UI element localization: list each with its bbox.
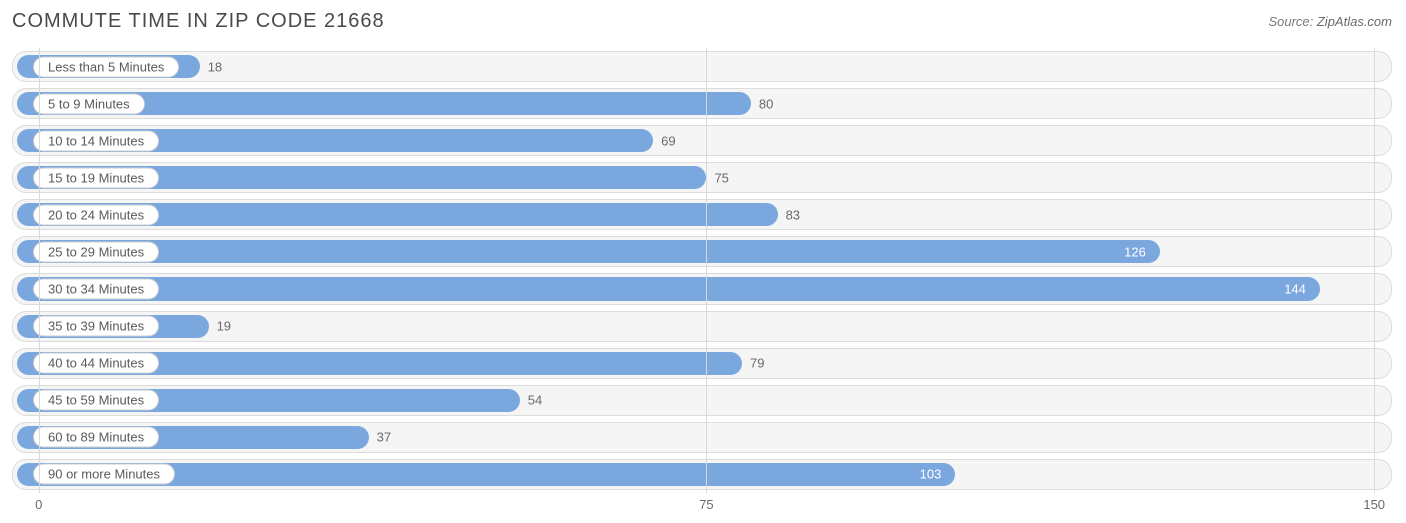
source-link[interactable]: ZipAtlas.com [1317, 14, 1392, 29]
value-label: 79 [750, 356, 764, 371]
category-label: 45 to 59 Minutes [33, 390, 159, 411]
bar-row: 25 to 29 Minutes 126 [12, 236, 1392, 267]
bar-row: 5 to 9 Minutes 80 [12, 88, 1392, 119]
bar-row: 30 to 34 Minutes 144 [12, 273, 1392, 304]
category-label: 60 to 89 Minutes [33, 427, 159, 448]
value-label: 19 [217, 319, 231, 334]
chart-plot-area: Less than 5 Minutes 18 5 to 9 Minutes 80 10 … [12, 48, 1392, 493]
value-label: 144 [1284, 282, 1306, 297]
bar-row: 20 to 24 Minutes 83 [12, 199, 1392, 230]
x-axis-tick-label: 75 [699, 497, 713, 512]
category-label: 20 to 24 Minutes [33, 204, 159, 225]
source-prefix: Source: [1268, 14, 1316, 29]
bar-row: 45 to 59 Minutes 54 [12, 385, 1392, 416]
category-label: 35 to 39 Minutes [33, 316, 159, 337]
bar [17, 277, 1320, 300]
bar-row: 90 or more Minutes 103 [12, 459, 1392, 490]
gridline [706, 48, 707, 493]
bar-row: 10 to 14 Minutes 69 [12, 125, 1392, 156]
gridline [39, 48, 40, 493]
bar-row: 35 to 39 Minutes 19 [12, 311, 1392, 342]
category-label: Less than 5 Minutes [33, 56, 179, 77]
x-axis-tick-label: 150 [1363, 497, 1385, 512]
category-label: 5 to 9 Minutes [33, 93, 145, 114]
category-label: 40 to 44 Minutes [33, 353, 159, 374]
value-label: 18 [208, 59, 222, 74]
value-label: 83 [786, 207, 800, 222]
category-label: 30 to 34 Minutes [33, 279, 159, 300]
gridline [1374, 48, 1375, 493]
category-label: 15 to 19 Minutes [33, 167, 159, 188]
value-label: 54 [528, 393, 542, 408]
value-label: 75 [714, 170, 728, 185]
category-label: 10 to 14 Minutes [33, 130, 159, 151]
value-label: 80 [759, 96, 773, 111]
value-label: 37 [377, 430, 391, 445]
category-label: 25 to 29 Minutes [33, 241, 159, 262]
value-label: 103 [920, 467, 942, 482]
x-axis: 0 75 150 [12, 497, 1392, 517]
category-label: 90 or more Minutes [33, 464, 175, 485]
value-label: 126 [1124, 244, 1146, 259]
chart-title: COMMUTE TIME IN ZIP CODE 21668 [12, 10, 385, 33]
bar-rows-container: Less than 5 Minutes 18 5 to 9 Minutes 80 10 … [12, 48, 1392, 493]
x-axis-tick-label: 0 [35, 497, 42, 512]
bar [17, 240, 1160, 263]
bar-row: 15 to 19 Minutes 75 [12, 162, 1392, 193]
source-attribution: Source: ZipAtlas.com [1268, 14, 1392, 29]
bar-row: Less than 5 Minutes 18 [12, 51, 1392, 82]
bar-row: 60 to 89 Minutes 37 [12, 422, 1392, 453]
bar-row: 40 to 44 Minutes 79 [12, 348, 1392, 379]
value-label: 69 [661, 133, 675, 148]
